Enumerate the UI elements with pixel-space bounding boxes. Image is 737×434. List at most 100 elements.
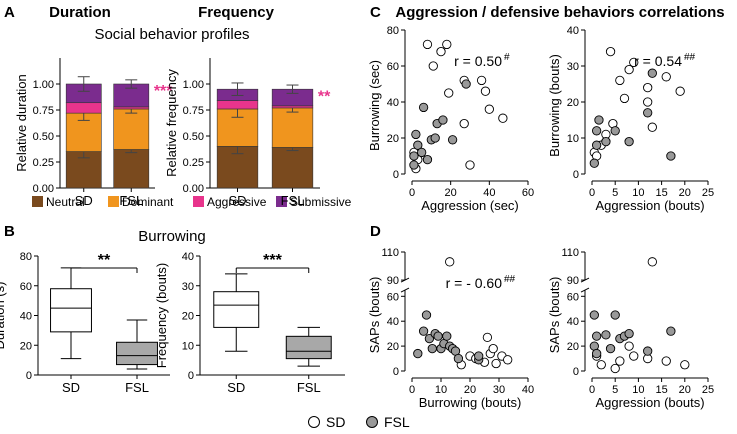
- correlation-significance: ##: [684, 52, 696, 63]
- y-tick-label: 80: [387, 25, 399, 37]
- y-tick-label: 0.25: [183, 157, 204, 169]
- title-frequency: Frequency: [198, 4, 275, 21]
- title-duration: Duration: [49, 4, 111, 21]
- data-point-sd: [488, 343, 498, 354]
- data-point-sd: [476, 75, 487, 86]
- y-tick-label: 90: [567, 275, 579, 287]
- bar-segment-aggressive: [216, 100, 259, 110]
- frequency-chart: 0.00 0.25 0.50 0.75 1.00 Relative frequency SD…: [164, 58, 331, 208]
- data-point-fsl: [418, 102, 429, 113]
- x-category-label: SD: [228, 193, 246, 208]
- data-point-fsl: [409, 151, 419, 161]
- data-point-sd: [610, 363, 620, 374]
- data-point-fsl: [474, 351, 484, 361]
- data-point-sd: [491, 358, 501, 369]
- legend-swatch-submissive: [276, 196, 287, 207]
- box-iqr: [285, 335, 332, 360]
- y-tick-label: 1.00: [33, 79, 54, 91]
- data-point-sd: [643, 82, 653, 93]
- y-tick-label: 0: [573, 169, 579, 181]
- panel-label-b: B: [4, 223, 15, 240]
- data-point-fsl: [422, 154, 433, 165]
- y-axis-label: Duration (s): [0, 282, 7, 350]
- y-tick-label: 40: [20, 311, 32, 323]
- data-point-fsl: [601, 330, 611, 340]
- data-point-sd: [661, 72, 671, 82]
- y-tick-label: 110: [381, 247, 399, 259]
- data-point-sd: [619, 93, 630, 104]
- y-tick-label: 0.75: [33, 105, 54, 117]
- x-tick-label: 5: [612, 187, 618, 199]
- bar-segment-neutral: [113, 149, 150, 189]
- y-tick-label: 60: [387, 291, 399, 303]
- data-point-fsl: [624, 136, 634, 147]
- box-iqr: [116, 341, 158, 366]
- data-point-sd: [436, 46, 446, 57]
- y-tick-label: 30: [567, 61, 579, 73]
- significance-marker: **: [98, 252, 111, 269]
- correlation-significance: ##: [504, 274, 516, 285]
- data-point-fsl: [409, 160, 419, 170]
- c_right-chart: 0 10 20 30 40 Burrowing (bouts) 0 5 10 15 20 25Aggr…: [547, 25, 714, 213]
- x-axis-label: Burrowing (bouts): [419, 395, 522, 410]
- plots-layer: 0.00 0.25 0.50 0.75 1.00 Relative duration SD F…: [0, 25, 714, 410]
- data-point-sd: [643, 97, 653, 107]
- data-point-sd: [442, 39, 452, 50]
- y-tick-label: 0.50: [33, 131, 54, 143]
- x-tick-label: 40: [522, 384, 534, 396]
- y-tick-label: 1.00: [183, 79, 204, 91]
- data-point-fsl: [591, 331, 602, 341]
- legend-label-dominant: Dominant: [122, 195, 174, 209]
- data-point-sd: [605, 46, 616, 57]
- y-axis-label: Relative duration: [14, 74, 29, 172]
- data-point-fsl: [666, 326, 676, 336]
- y-tick-label: 60: [20, 281, 32, 293]
- data-point-fsl: [417, 147, 427, 158]
- panel-a-legend: Neutral Dominant Aggressive Submissive: [32, 195, 352, 209]
- data-point-sd: [596, 360, 606, 370]
- legend-marker-fsl: [366, 416, 378, 428]
- data-point-fsl: [413, 140, 423, 150]
- data-point-sd: [428, 61, 438, 71]
- burrow_frequency-chart: 0 10 20 30 40 Frequency (bouts) SD FSL ***: [154, 251, 345, 395]
- data-point-fsl: [430, 133, 440, 143]
- y-tick-label: 30: [182, 281, 194, 293]
- x-tick-label: 20: [679, 187, 691, 199]
- data-point-fsl: [447, 135, 458, 145]
- y-tick-label: 0: [188, 370, 194, 382]
- data-point-fsl: [418, 326, 429, 336]
- legend-label-fsl: FSL: [384, 414, 410, 430]
- y-axis-label: Burrowing (bouts): [547, 54, 562, 157]
- data-point-fsl: [601, 136, 611, 147]
- y-tick-label: 40: [387, 316, 399, 328]
- y-tick-label: 0: [393, 366, 399, 378]
- duration-chart: 0.00 0.25 0.50 0.75 1.00 Relative duration SD F…: [14, 58, 173, 208]
- x-category-label: FSL: [125, 380, 149, 395]
- correlation-label: r = 0.50: [454, 53, 502, 69]
- y-tick-label: 60: [567, 291, 579, 303]
- x-category-label: SD: [62, 380, 80, 395]
- y-tick-label: 0.50: [183, 131, 204, 143]
- d_right-chart: 0 20 40 60 90 110 SAPs (bouts) 0 5 10 15 20 25Aggres…: [547, 247, 714, 410]
- data-point-sd: [629, 57, 639, 68]
- y-tick-label: 60: [387, 61, 399, 73]
- correlation-label: r = 0.54: [634, 53, 682, 69]
- panel-label-a: A: [4, 4, 15, 21]
- data-point-sd: [647, 257, 657, 267]
- y-tick-label: 20: [567, 341, 579, 353]
- x-tick-label: 10: [435, 384, 447, 396]
- panel-a-subtitle: Social behavior profiles: [94, 26, 249, 43]
- x-tick-label: 25: [702, 187, 714, 199]
- y-tick-label: 10: [182, 340, 194, 352]
- x-tick-label: 5: [612, 384, 618, 396]
- y-tick-label: 90: [387, 275, 399, 287]
- data-point-fsl: [643, 346, 653, 356]
- y-tick-label: 0: [393, 169, 399, 181]
- y-axis-label: Relative frequency: [164, 69, 179, 177]
- significance-marker: ***: [263, 252, 282, 269]
- data-point-fsl: [624, 329, 634, 339]
- x-tick-label: 0: [589, 187, 595, 199]
- burrow_duration-chart: 0 20 40 60 80 Duration (s) SD FSL **: [0, 251, 170, 395]
